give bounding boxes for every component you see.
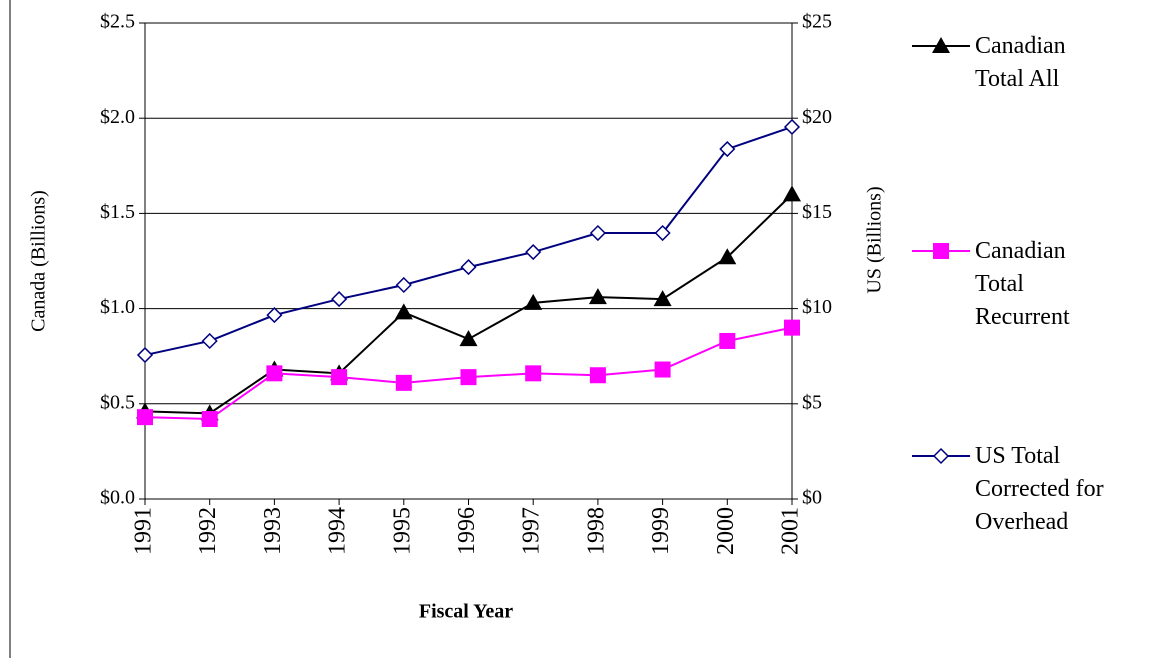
- legend-marker: [932, 447, 950, 465]
- data-point: [201, 411, 218, 428]
- data-point: [589, 367, 606, 384]
- x-tick-label: 1998: [583, 507, 609, 555]
- y-tick-label: $2.0: [100, 106, 135, 128]
- data-point: [719, 332, 736, 349]
- y-tick-label: $0.0: [100, 487, 135, 509]
- legend-marker: [932, 37, 950, 53]
- data-point: [266, 365, 283, 382]
- y-tick-label: $2.5: [100, 11, 135, 33]
- x-tick-label: 2000: [713, 507, 739, 555]
- y2-tick-label: $0: [802, 487, 822, 509]
- y2-tick-label: $25: [802, 11, 832, 33]
- data-point: [395, 276, 412, 294]
- data-point: [783, 118, 801, 136]
- data-point: [460, 259, 477, 276]
- data-point: [136, 346, 154, 364]
- x-tick-label: 1992: [195, 507, 221, 555]
- legend-label: Canadian Total All: [975, 33, 1066, 92]
- data-point: [784, 319, 800, 336]
- y2-tick-label: $10: [802, 296, 832, 318]
- y-tick-label: $1.5: [100, 201, 135, 223]
- data-point: [331, 369, 348, 386]
- y-tick-label: $0.5: [100, 391, 135, 413]
- legend-label: US Total Corrected for Overhead: [975, 443, 1104, 535]
- x-tick-label: 1995: [389, 507, 415, 555]
- x-tick-label: 1994: [325, 507, 351, 555]
- y2-tick-label: $5: [802, 391, 822, 413]
- x-tick-label: 1997: [519, 507, 545, 555]
- x-axis-title: Fiscal Year: [419, 601, 513, 623]
- y2-tick-label: $20: [802, 106, 832, 128]
- y2-tick-label: $15: [802, 201, 832, 223]
- legend-marker: [933, 243, 949, 259]
- y-tick-label: $1.0: [100, 296, 135, 318]
- data-point: [137, 409, 153, 426]
- data-point: [589, 224, 606, 242]
- x-tick-label: 1999: [648, 507, 674, 555]
- data-point: [460, 369, 477, 386]
- x-tick-label: 2001: [778, 507, 804, 555]
- data-point: [719, 140, 736, 158]
- x-tick-label: 1991: [131, 507, 157, 555]
- x-tick-label: 1993: [260, 507, 286, 555]
- series-line: [144, 126, 793, 357]
- data-point: [395, 374, 412, 391]
- data-point: [588, 288, 607, 305]
- data-point: [653, 290, 672, 307]
- y2-axis-title: US (Billions): [864, 186, 886, 293]
- x-tick-label: 1996: [454, 507, 480, 555]
- data-point: [459, 330, 478, 347]
- data-point: [266, 307, 283, 324]
- legend-label: Canadian Total Recurrent: [975, 238, 1070, 330]
- data-point: [718, 248, 737, 265]
- data-point: [331, 291, 348, 308]
- y-axis-title: Canada (Billions): [28, 190, 50, 332]
- data-point: [201, 332, 218, 350]
- data-point: [783, 185, 801, 202]
- data-point: [525, 243, 542, 261]
- data-point: [525, 365, 542, 382]
- data-point: [654, 224, 671, 242]
- data-point: [654, 361, 671, 378]
- data-point: [524, 293, 543, 310]
- data-point: [394, 303, 413, 320]
